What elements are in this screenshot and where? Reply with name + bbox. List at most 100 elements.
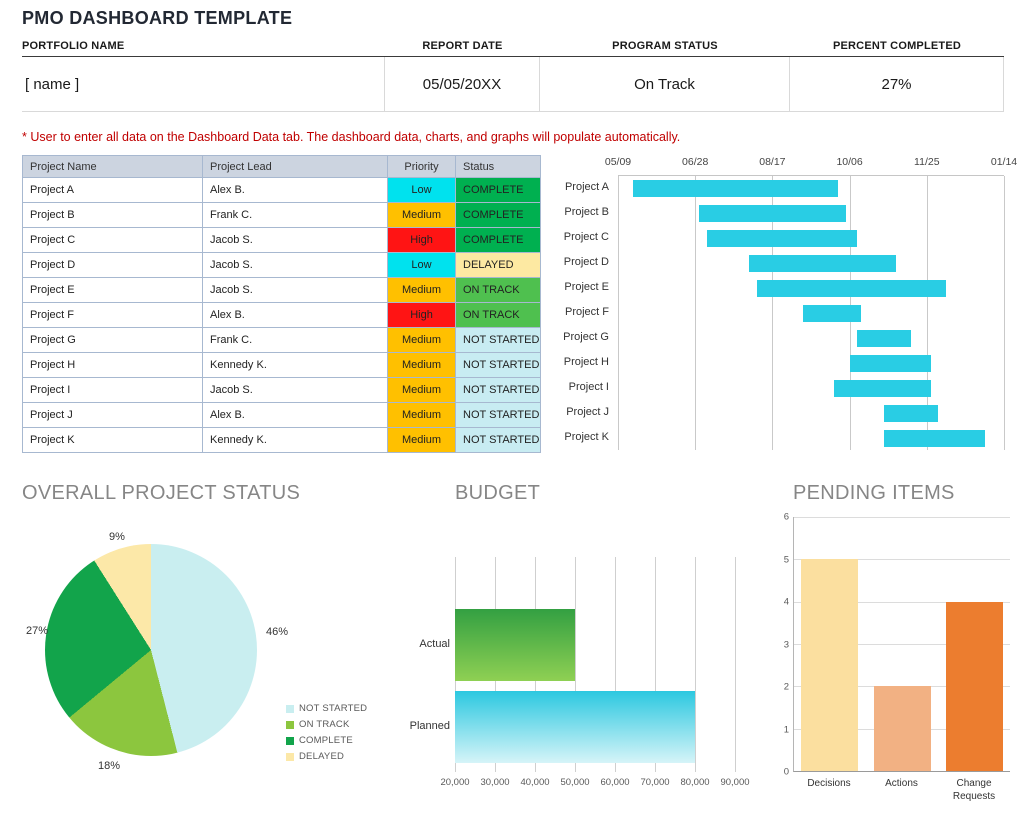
- legend-item: ON TRACK: [286, 719, 367, 730]
- gantt-row: [618, 326, 1004, 351]
- pending-y-label: 2: [783, 681, 789, 693]
- pie-label-delayed: 9%: [109, 531, 125, 543]
- budget-tick-label: 90,000: [720, 777, 750, 788]
- budget-chart: Actual Planned 20,000 30,000 40,000 50,000 6…: [405, 557, 750, 797]
- pending-bars: [794, 517, 1010, 771]
- gantt-row: [618, 426, 1004, 451]
- budget-tick-label: 80,000: [680, 777, 710, 788]
- gantt-row: [618, 401, 1004, 426]
- table-row: Project B Frank C. Medium COMPLETE: [22, 202, 541, 228]
- project-name-cell: Project J: [22, 402, 203, 428]
- pending-items-title: PENDING ITEMS: [793, 482, 955, 504]
- gantt-bar: [756, 280, 947, 297]
- instruction-note: * User to enter all data on the Dashboar…: [22, 130, 681, 144]
- status-cell: NOT STARTED: [455, 352, 541, 378]
- project-name-cell: Project A: [22, 177, 203, 203]
- gantt-plot-area: 05/09 06/28 08/17 10/06 11/25 01/14: [605, 155, 1017, 451]
- gantt-row: [618, 226, 1004, 251]
- gantt-date-label: 01/14: [990, 156, 1018, 168]
- pending-y-label: 6: [783, 511, 789, 523]
- gantt-row-label: Project D: [563, 256, 609, 268]
- pending-bar: [801, 559, 858, 771]
- table-row: Project F Alex B. High ON TRACK: [22, 302, 541, 328]
- pending-chart: 0 1 2 3 4 5 6 Decisions Actions Change Requests: [780, 505, 1020, 825]
- gantt-bar: [749, 255, 896, 272]
- legend-swatch-icon: [286, 720, 294, 729]
- gantt-date-label: 05/09: [604, 156, 632, 168]
- project-lead-cell: Jacob S.: [202, 252, 388, 278]
- gantt-bar: [834, 380, 931, 397]
- budget-bar-planned: [455, 691, 695, 763]
- table-row: Project I Jacob S. Medium NOT STARTED: [22, 377, 541, 403]
- table-header-row: Project Name Project Lead Priority Statu…: [22, 155, 541, 178]
- col-header-priority: Priority: [387, 155, 456, 178]
- budget-category-planned: Planned: [409, 720, 450, 732]
- project-name-cell: Project H: [22, 352, 203, 378]
- project-name-cell: Project F: [22, 302, 203, 328]
- pending-category-label: Actions: [885, 778, 918, 789]
- gantt-bar: [857, 330, 912, 347]
- pending-gridline: [794, 644, 1010, 645]
- budget-gridline: [615, 557, 616, 772]
- page-title: PMO DASHBOARD TEMPLATE: [22, 8, 293, 28]
- budget-tick-label: 60,000: [600, 777, 630, 788]
- priority-cell: Medium: [387, 427, 456, 453]
- budget-x-axis: 20,000 30,000 40,000 50,000 60,000 70,000 80,0…: [440, 777, 749, 791]
- priority-cell: Low: [387, 177, 456, 203]
- project-name-cell: Project K: [22, 427, 203, 453]
- status-cell: NOT STARTED: [455, 427, 541, 453]
- gantt-row: [618, 276, 1004, 301]
- gantt-row: [618, 201, 1004, 226]
- project-name-cell: Project G: [22, 327, 203, 353]
- priority-cell: High: [387, 302, 456, 328]
- pending-category-label: Change Requests: [952, 778, 996, 802]
- pending-items-section: PENDING ITEMS 0 1 2 3 4 5 6 Decisions Actions Ch…: [780, 482, 1020, 825]
- project-lead-cell: Frank C.: [202, 327, 388, 353]
- legend-label: NOT STARTED: [299, 703, 368, 714]
- gantt-date-label: 11/25: [914, 156, 940, 168]
- budget-bar-actual: [455, 609, 575, 681]
- gantt-bar: [803, 305, 862, 322]
- project-table: Project Name Project Lead Priority Statu…: [22, 155, 541, 453]
- priority-cell: High: [387, 227, 456, 253]
- legend-swatch-icon: [286, 704, 294, 713]
- portfolio-name-value[interactable]: [ name ]: [22, 57, 385, 112]
- project-name-cell: Project B: [22, 202, 203, 228]
- priority-cell: Medium: [387, 352, 456, 378]
- report-date-value: 05/05/20XX: [385, 57, 540, 112]
- gantt-row: [618, 351, 1004, 376]
- pending-plot: [793, 517, 1010, 772]
- pending-gridline: [794, 601, 1010, 603]
- project-name-cell: Project D: [22, 252, 203, 278]
- legend-swatch-icon: [286, 736, 294, 745]
- gantt-row-labels: Project A Project B Project C Project D Proj…: [560, 155, 618, 450]
- budget-category-actual: Actual: [419, 638, 450, 650]
- status-cell: ON TRACK: [455, 277, 541, 303]
- table-row: Project E Jacob S. Medium ON TRACK: [22, 277, 541, 303]
- status-cell: ON TRACK: [455, 302, 541, 328]
- status-cell: DELAYED: [455, 252, 541, 278]
- pending-gridline: [794, 559, 1010, 561]
- status-cell: NOT STARTED: [455, 377, 541, 403]
- gantt-row: [618, 251, 1004, 276]
- priority-cell: Low: [387, 252, 456, 278]
- budget-gridline: [695, 557, 696, 772]
- gantt-row-label: Project G: [563, 331, 609, 343]
- pending-y-axis: 0 1 2 3 4 5 6: [780, 512, 790, 778]
- legend-item: DELAYED: [286, 751, 367, 762]
- project-lead-cell: Alex B.: [202, 177, 388, 203]
- budget-tick-label: 70,000: [640, 777, 670, 788]
- pending-category-labels: Decisions Actions Change Requests: [793, 778, 1010, 803]
- gantt-date-label: 08/17: [759, 156, 786, 168]
- gantt-date-axis: 05/09 06/28 08/17 10/06 11/25 01/14: [605, 155, 1017, 175]
- budget-tick-label: 50,000: [560, 777, 590, 788]
- table-row: Project D Jacob S. Low DELAYED: [22, 252, 541, 278]
- gantt-bar: [884, 430, 985, 447]
- pending-gridline: [794, 517, 1010, 518]
- percent-completed-value: 27%: [790, 57, 1004, 112]
- budget-tick-label: 30,000: [480, 777, 510, 788]
- col-header-status: Status: [455, 155, 541, 178]
- pie-label-complete: 27%: [25, 625, 49, 637]
- project-lead-cell: Alex B.: [202, 402, 388, 428]
- status-pie-area: 46% 18% 27% 9% NOT STARTED ON TRACK COMPLE…: [22, 505, 412, 815]
